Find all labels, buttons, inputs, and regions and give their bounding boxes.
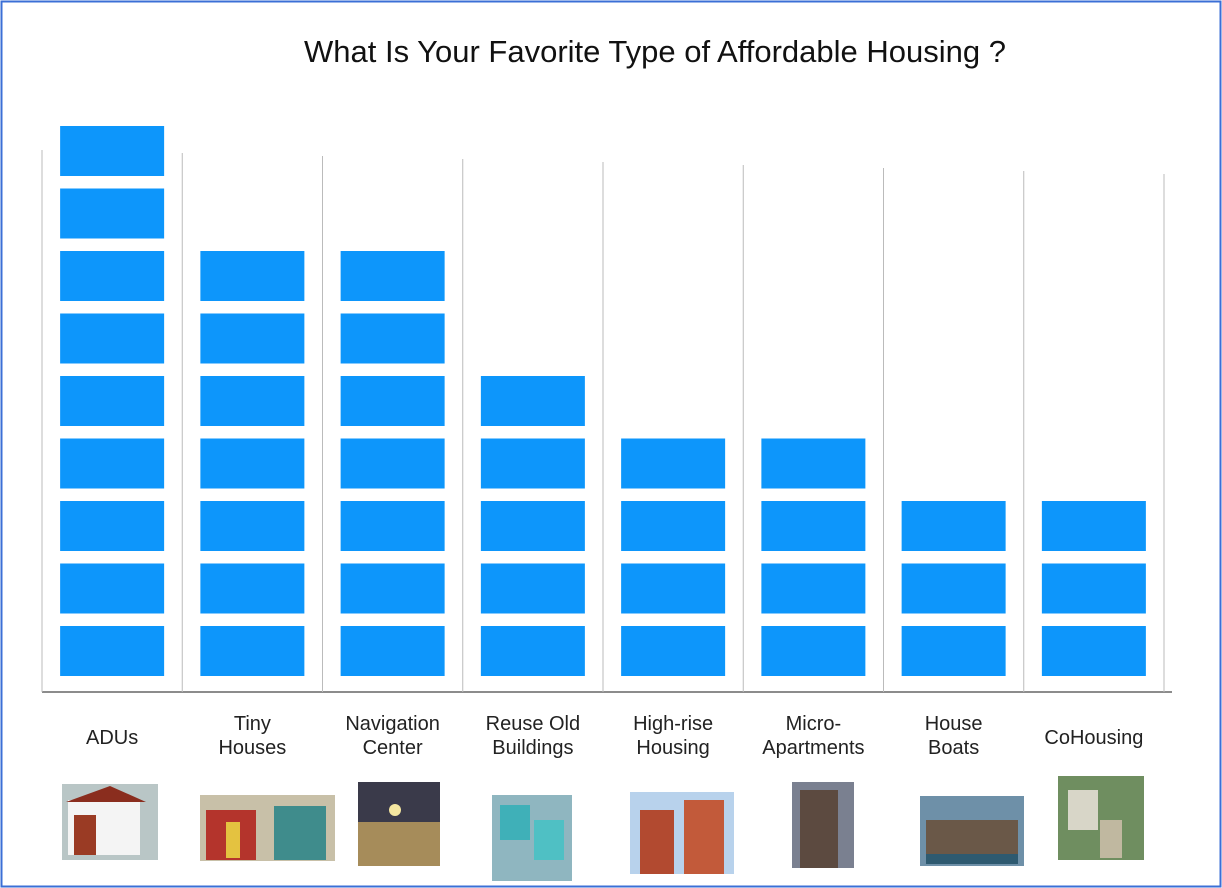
vote-block [901, 501, 1006, 551]
vote-stack [480, 376, 585, 676]
vote-block [480, 501, 585, 551]
vote-block [340, 376, 445, 426]
category-label: CoHousing [1044, 727, 1144, 749]
vote-stack [901, 501, 1006, 676]
vote-block [480, 563, 585, 614]
category-label: Tiny Houses [218, 713, 287, 759]
vote-block [60, 251, 165, 301]
vote-block [761, 438, 866, 489]
vote-block [1041, 626, 1146, 676]
vote-block [901, 563, 1006, 614]
vote-stack [340, 251, 445, 676]
vote-block [60, 376, 165, 426]
vote-block [340, 438, 445, 489]
category-label: Reuse Old Buildings [485, 713, 581, 759]
vote-block [621, 626, 726, 676]
vote-block [60, 563, 165, 614]
vote-block [1041, 563, 1146, 614]
vote-stack [761, 438, 866, 676]
vote-block [60, 126, 165, 176]
vote-block [60, 626, 165, 676]
thumbnails [62, 776, 1144, 881]
vote-block [621, 438, 726, 489]
vote-block [901, 626, 1006, 676]
vote-block [200, 251, 305, 301]
category-label: High-rise Housing [633, 713, 714, 759]
vote-stack [200, 251, 305, 676]
category-label: ADUs [86, 727, 139, 749]
vote-block [480, 376, 585, 426]
vote-stack [60, 126, 165, 676]
vote-stack [1041, 501, 1146, 676]
vote-block [621, 563, 726, 614]
vote-block [200, 313, 305, 364]
vote-block [340, 251, 445, 301]
vote-block [200, 501, 305, 551]
vote-block [480, 438, 585, 489]
vote-block [621, 501, 726, 551]
vote-block [200, 626, 305, 676]
category-label: House Boats [924, 713, 983, 759]
vote-block [340, 626, 445, 676]
vote-block [1041, 501, 1146, 551]
vote-block [60, 501, 165, 551]
vote-stack [621, 438, 726, 676]
vote-block [340, 563, 445, 614]
vote-block [60, 313, 165, 364]
vote-block [761, 626, 866, 676]
vote-block [761, 501, 866, 551]
vote-block [340, 313, 445, 364]
vote-block [200, 438, 305, 489]
category-label: Micro-Apartments [762, 713, 865, 759]
vote-block [340, 501, 445, 551]
category-label: Navigation Center [345, 713, 440, 759]
vote-block [480, 626, 585, 676]
chart-title: What Is Your Favorite Type of Affordable… [304, 34, 1006, 69]
vote-block [60, 188, 165, 239]
vote-block [200, 563, 305, 614]
vote-block [60, 438, 165, 489]
vote-block [761, 563, 866, 614]
vote-block [200, 376, 305, 426]
